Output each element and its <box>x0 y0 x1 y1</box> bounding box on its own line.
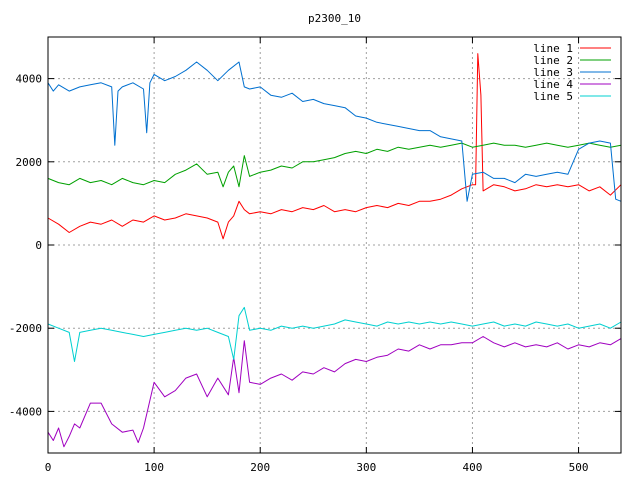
series-line-5 <box>47 306 622 362</box>
axis-ticks: 0 100 200 300 400 500 -4000 -2000 0 2000 4000 <box>9 37 621 474</box>
x-tick-label: 0 <box>45 461 52 474</box>
grid <box>48 37 621 453</box>
legend-label: line 2 <box>533 54 573 67</box>
y-tick-label: 2000 <box>16 156 43 169</box>
series-line-2 <box>47 142 622 188</box>
legend-label: line 1 <box>533 42 573 55</box>
y-tick-label: -2000 <box>9 322 42 335</box>
chart-title: p2300_10 <box>308 12 361 25</box>
x-tick-label: 500 <box>569 461 589 474</box>
plot-frame <box>47 36 622 454</box>
series-group <box>47 53 622 448</box>
x-tick-label: 400 <box>463 461 483 474</box>
x-tick-label: 300 <box>356 461 376 474</box>
y-tick-label: -4000 <box>9 405 42 418</box>
series-line-1 <box>47 53 622 240</box>
x-tick-label: 100 <box>144 461 164 474</box>
x-tick-label: 200 <box>250 461 270 474</box>
series-line-4 <box>47 336 622 448</box>
series-line-3 <box>47 61 622 202</box>
y-tick-label: 4000 <box>16 73 43 86</box>
legend-label: line 5 <box>533 90 573 103</box>
legend-label: line 4 <box>533 78 573 91</box>
legend-label: line 3 <box>533 66 573 79</box>
y-tick-label: 0 <box>35 239 42 252</box>
